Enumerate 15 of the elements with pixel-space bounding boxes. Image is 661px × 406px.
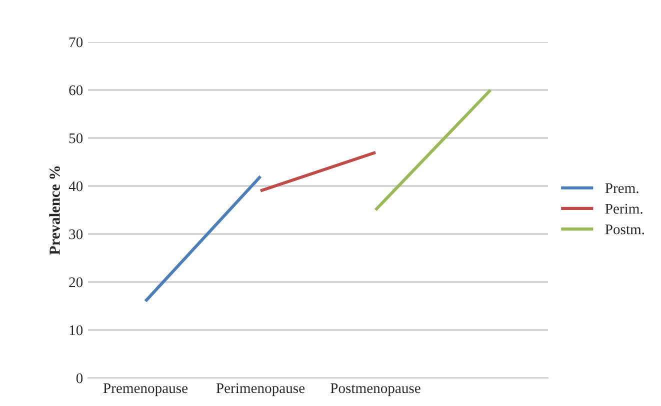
y-tick-label: 60 [69, 85, 83, 96]
x-tick-label: Premenopause [103, 383, 188, 396]
legend-label: Perim. [605, 204, 642, 214]
y-tick-label: 20 [69, 277, 83, 288]
y-tick-label: 30 [69, 229, 83, 240]
y-axis-title: Prevalence % [49, 166, 60, 255]
y-tick-label: 0 [76, 373, 83, 384]
y-tick-label: 70 [70, 37, 83, 48]
y-tick-label: 10 [70, 325, 83, 336]
legend-label: Postm. [605, 224, 644, 234]
legend-label: Prem. [605, 183, 638, 194]
y-tick-label: 40 [68, 181, 83, 192]
x-tick-label: Postmenopause [330, 383, 420, 396]
y-tick-label: 50 [69, 133, 83, 144]
x-tick-label: Perimenopause [216, 383, 305, 396]
